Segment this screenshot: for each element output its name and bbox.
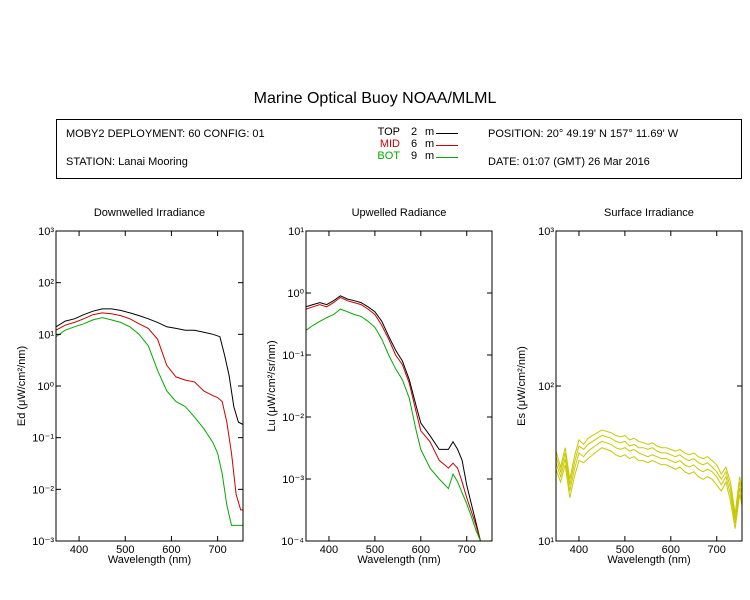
series-line-0 bbox=[556, 429, 742, 514]
x-tick-label: 700 bbox=[208, 544, 226, 556]
legend-line-top bbox=[436, 133, 458, 134]
series-line-top bbox=[56, 308, 243, 425]
x-tick-label: 600 bbox=[412, 544, 430, 556]
position-text: POSITION: 20° 49.19' N 157° 11.69' W bbox=[488, 128, 679, 140]
series-line-3 bbox=[556, 447, 742, 529]
y-axis-label: Es (μW/cm²/nm) bbox=[516, 346, 528, 426]
y-tick-label: 10⁻² bbox=[282, 412, 304, 424]
station-text: STATION: Lanai Mooring bbox=[66, 156, 188, 168]
y-tick-label: 10² bbox=[38, 278, 54, 290]
y-axis-label: Ed (μW/cm²/nm) bbox=[16, 346, 28, 426]
x-tick-label: 700 bbox=[708, 544, 726, 556]
legend-depth: 9 bbox=[410, 150, 418, 162]
y-tick-label: 10⁰ bbox=[37, 381, 54, 393]
x-tick-label: 400 bbox=[320, 544, 338, 556]
x-tick-label: 500 bbox=[116, 544, 134, 556]
legend-entry-mid: MID 6 m bbox=[366, 138, 434, 150]
y-tick-label: 10⁻³ bbox=[282, 474, 304, 486]
x-tick-label: 700 bbox=[458, 544, 476, 556]
plot-title: Surface Irradiance bbox=[604, 207, 694, 219]
legend-unit: m bbox=[424, 150, 435, 162]
legend-label: BOT bbox=[377, 150, 400, 162]
series-line-top bbox=[306, 295, 486, 541]
y-tick-label: 10¹ bbox=[38, 329, 54, 341]
legend-entry-top: TOP 2 m bbox=[366, 126, 435, 138]
plot-frame bbox=[555, 230, 743, 542]
info-box: MOBY2 DEPLOYMENT: 60 CONFIG: 01 STATION:… bbox=[56, 119, 742, 179]
plot-frame bbox=[55, 230, 244, 542]
series-line-2 bbox=[556, 440, 742, 524]
series-line-bot bbox=[56, 317, 243, 526]
chart-title: Marine Optical Buoy NOAA/MLML bbox=[253, 90, 497, 107]
y-tick-label: 10⁻³ bbox=[32, 536, 54, 548]
series-line-mid bbox=[56, 312, 243, 511]
x-axis-label: Wavelength (nm) bbox=[607, 554, 690, 566]
y-axis-label: Lu (μW/cm²/sr/nm) bbox=[266, 340, 278, 431]
x-tick-label: 500 bbox=[616, 544, 634, 556]
series-line-1 bbox=[556, 434, 742, 519]
deployment-text: MOBY2 DEPLOYMENT: 60 CONFIG: 01 bbox=[66, 128, 265, 140]
legend-unit: m bbox=[424, 138, 435, 150]
legend-label: MID bbox=[379, 138, 400, 150]
x-tick-label: 500 bbox=[366, 544, 384, 556]
legend-line-bot bbox=[436, 157, 458, 158]
plot-frame bbox=[305, 230, 493, 542]
plot-title: Upwelled Radiance bbox=[352, 207, 447, 219]
series-line-bot bbox=[306, 308, 486, 541]
x-tick-label: 400 bbox=[70, 544, 88, 556]
y-tick-label: 10¹ bbox=[288, 226, 304, 238]
x-tick-label: 600 bbox=[662, 544, 680, 556]
legend-unit: m bbox=[424, 126, 435, 138]
date-text: DATE: 01:07 (GMT) 26 Mar 2016 bbox=[488, 156, 650, 168]
y-tick-label: 10⁻¹ bbox=[32, 433, 54, 445]
x-tick-label: 400 bbox=[570, 544, 588, 556]
legend-line-mid bbox=[436, 145, 458, 146]
y-tick-label: 10¹ bbox=[538, 536, 554, 548]
x-axis-label: Wavelength (nm) bbox=[357, 554, 440, 566]
y-tick-label: 10³ bbox=[538, 226, 554, 238]
y-tick-label: 10⁻⁴ bbox=[281, 536, 304, 548]
y-tick-label: 10⁻¹ bbox=[282, 350, 304, 362]
y-tick-label: 10² bbox=[538, 381, 554, 393]
y-tick-label: 10⁻² bbox=[32, 484, 54, 496]
y-tick-label: 10⁰ bbox=[287, 288, 304, 300]
legend-entry-bot: BOT 9 m bbox=[366, 150, 434, 162]
legend-label: TOP bbox=[377, 126, 400, 138]
y-tick-label: 10³ bbox=[38, 226, 54, 238]
legend-depth: 2 bbox=[410, 126, 418, 138]
x-axis-label: Wavelength (nm) bbox=[108, 554, 191, 566]
plot-title: Downwelled Irradiance bbox=[94, 207, 205, 219]
legend-depth: 6 bbox=[410, 138, 418, 150]
series-line-mid bbox=[306, 296, 486, 541]
x-tick-label: 600 bbox=[162, 544, 180, 556]
